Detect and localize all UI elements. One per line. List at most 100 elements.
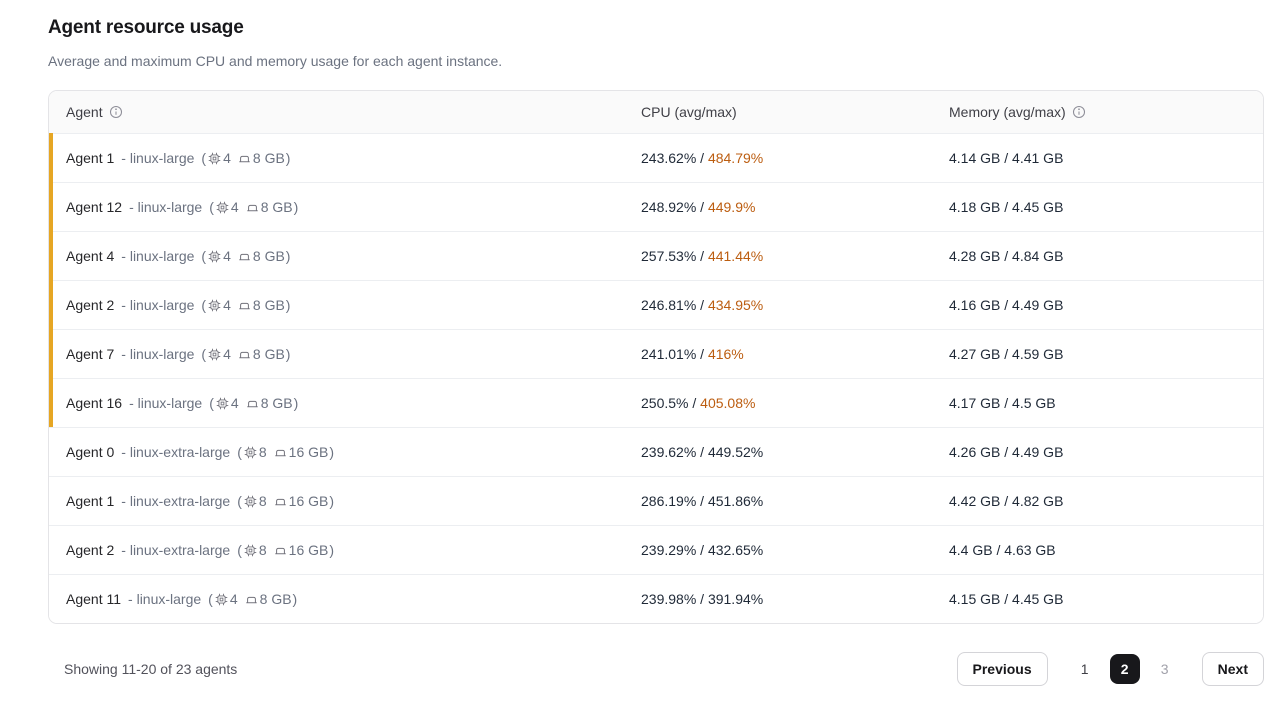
memory-avg-value: 4.4 GB [949, 542, 993, 558]
info-icon[interactable] [1072, 105, 1086, 119]
warning-indicator-bar [49, 231, 53, 280]
agent-type: - linux-large [121, 150, 195, 166]
memory-avg-value: 4.17 GB [949, 395, 1001, 411]
agent-type: - linux-large [129, 395, 203, 411]
agent-cell: Agent 11 - linux-large (4 8 GB) [49, 591, 641, 607]
cpu-max-value: 405.08% [700, 395, 756, 411]
cpu-usage-cell: 239.62% / 449.52% [641, 444, 764, 460]
memory-avg-value: 4.16 GB [949, 297, 1001, 313]
agent-name: Agent 1 [66, 150, 115, 166]
table-body: Agent 1 - linux-large (4 8 GB) 243.62% / … [49, 133, 1263, 623]
agent-mem-size: 8 GB [252, 297, 285, 313]
cpu-avg-value: 239.29% [641, 542, 697, 558]
agent-mem-size: 8 GB [260, 395, 293, 411]
table-row: Agent 16 - linux-large (4 8 GB) 250.5% / … [49, 378, 1263, 427]
agent-type: - linux-large [129, 199, 203, 215]
page-button-3[interactable]: 3 [1150, 654, 1180, 684]
memory-max-value: 4.59 GB [1012, 346, 1064, 362]
memory-usage-cell: 4.15 GB / 4.45 GB [949, 591, 1064, 607]
page-title: Agent resource usage [48, 17, 244, 38]
agent-spec: (4 8 GB) [208, 591, 298, 607]
memory-avg-value: 4.18 GB [949, 199, 1001, 215]
cpu-usage-cell: 250.5% / 405.08% [641, 395, 756, 411]
agent-spec: (8 16 GB) [237, 493, 335, 509]
cpu-max-value: 451.86% [707, 493, 764, 509]
agent-cell: Agent 16 - linux-large (4 8 GB) [49, 395, 641, 411]
table-row: Agent 0 - linux-extra-large (8 16 GB) 239… [49, 427, 1263, 476]
agent-name: Agent 12 [66, 199, 123, 215]
memory-usage-cell: 4.42 GB / 4.82 GB [949, 493, 1064, 509]
agent-name: Agent 16 [66, 395, 123, 411]
memory-icon [274, 495, 287, 508]
table-row: Agent 1 - linux-extra-large (8 16 GB) 286… [49, 476, 1263, 525]
cpu-chip-icon [216, 397, 229, 410]
cpu-avg-value: 243.62% [641, 150, 697, 166]
memory-avg-value: 4.42 GB [949, 493, 1001, 509]
agent-cpu-count: 4 [230, 199, 239, 215]
column-header-memory: Memory (avg/max) [949, 104, 1263, 120]
memory-avg-value: 4.26 GB [949, 444, 1001, 460]
table-row: Agent 12 - linux-large (4 8 GB) 248.92% /… [49, 182, 1263, 231]
cpu-chip-icon [244, 446, 257, 459]
agent-cell: Agent 4 - linux-large (4 8 GB) [49, 248, 641, 264]
cpu-avg-value: 241.01% [641, 346, 697, 362]
page-subtitle: Average and maximum CPU and memory usage… [48, 53, 503, 69]
memory-avg-value: 4.28 GB [949, 248, 1001, 264]
cpu-chip-icon [244, 544, 257, 557]
agent-type: - linux-large [128, 591, 202, 607]
agent-type: - linux-large [121, 248, 195, 264]
agent-spec: (8 16 GB) [237, 444, 335, 460]
agent-name: Agent 2 [66, 542, 115, 558]
agent-spec: (4 8 GB) [201, 248, 291, 264]
agent-cpu-count: 4 [223, 150, 231, 166]
cpu-max-value: 449.52% [707, 444, 764, 460]
agent-name: Agent 4 [66, 248, 115, 264]
previous-page-button[interactable]: Previous [956, 652, 1048, 686]
agent-cpu-count: 4 [229, 591, 238, 607]
column-header-cpu-label: CPU (avg/max) [641, 104, 737, 120]
info-icon[interactable] [109, 105, 123, 119]
page-button-1[interactable]: 1 [1070, 654, 1100, 684]
memory-usage-cell: 4.18 GB / 4.45 GB [949, 199, 1064, 215]
agent-cpu-count: 8 [258, 444, 267, 460]
table-row: Agent 7 - linux-large (4 8 GB) 241.01% / … [49, 329, 1263, 378]
cpu-avg-value: 239.98% [641, 591, 697, 607]
memory-max-value: 4.63 GB [1004, 542, 1056, 558]
agent-cpu-count: 4 [223, 248, 231, 264]
memory-max-value: 4.84 GB [1012, 248, 1064, 264]
cpu-usage-cell: 239.29% / 432.65% [641, 542, 764, 558]
memory-avg-value: 4.15 GB [949, 591, 1001, 607]
agent-cpu-count: 8 [258, 542, 267, 558]
memory-avg-value: 4.27 GB [949, 346, 1001, 362]
agent-cell: Agent 7 - linux-large (4 8 GB) [49, 346, 641, 362]
agent-cell: Agent 2 - linux-large (4 8 GB) [49, 297, 641, 313]
warning-indicator-bar [49, 182, 53, 231]
memory-max-value: 4.41 GB [1012, 150, 1064, 166]
agent-cpu-count: 4 [223, 297, 231, 313]
column-header-memory-label: Memory (avg/max) [949, 104, 1066, 120]
cpu-usage-cell: 286.19% / 451.86% [641, 493, 764, 509]
memory-icon [238, 152, 251, 165]
memory-icon [274, 446, 287, 459]
agent-cpu-count: 4 [223, 346, 231, 362]
cpu-max-value: 484.79% [707, 150, 764, 166]
agent-cell: Agent 12 - linux-large (4 8 GB) [49, 199, 641, 215]
table-row: Agent 1 - linux-large (4 8 GB) 243.62% / … [49, 133, 1263, 182]
agent-mem-size: 8 GB [252, 248, 285, 264]
agent-mem-size: 16 GB [288, 444, 329, 460]
column-header-cpu: CPU (avg/max) [641, 104, 949, 120]
table-row: Agent 2 - linux-extra-large (8 16 GB) 239… [49, 525, 1263, 574]
cpu-usage-cell: 243.62% / 484.79% [641, 150, 764, 166]
agent-spec: (4 8 GB) [209, 395, 299, 411]
table-row: Agent 4 - linux-large (4 8 GB) 257.53% / … [49, 231, 1263, 280]
agent-name: Agent 11 [66, 591, 122, 607]
memory-icon [238, 348, 251, 361]
agent-cell: Agent 1 - linux-large (4 8 GB) [49, 150, 641, 166]
table-header-row: Agent CPU (avg/max) Memory (avg/max) [49, 91, 1263, 133]
next-page-button[interactable]: Next [1201, 652, 1264, 686]
agent-spec: (8 16 GB) [237, 542, 335, 558]
page-button-2[interactable]: 2 [1109, 654, 1140, 684]
